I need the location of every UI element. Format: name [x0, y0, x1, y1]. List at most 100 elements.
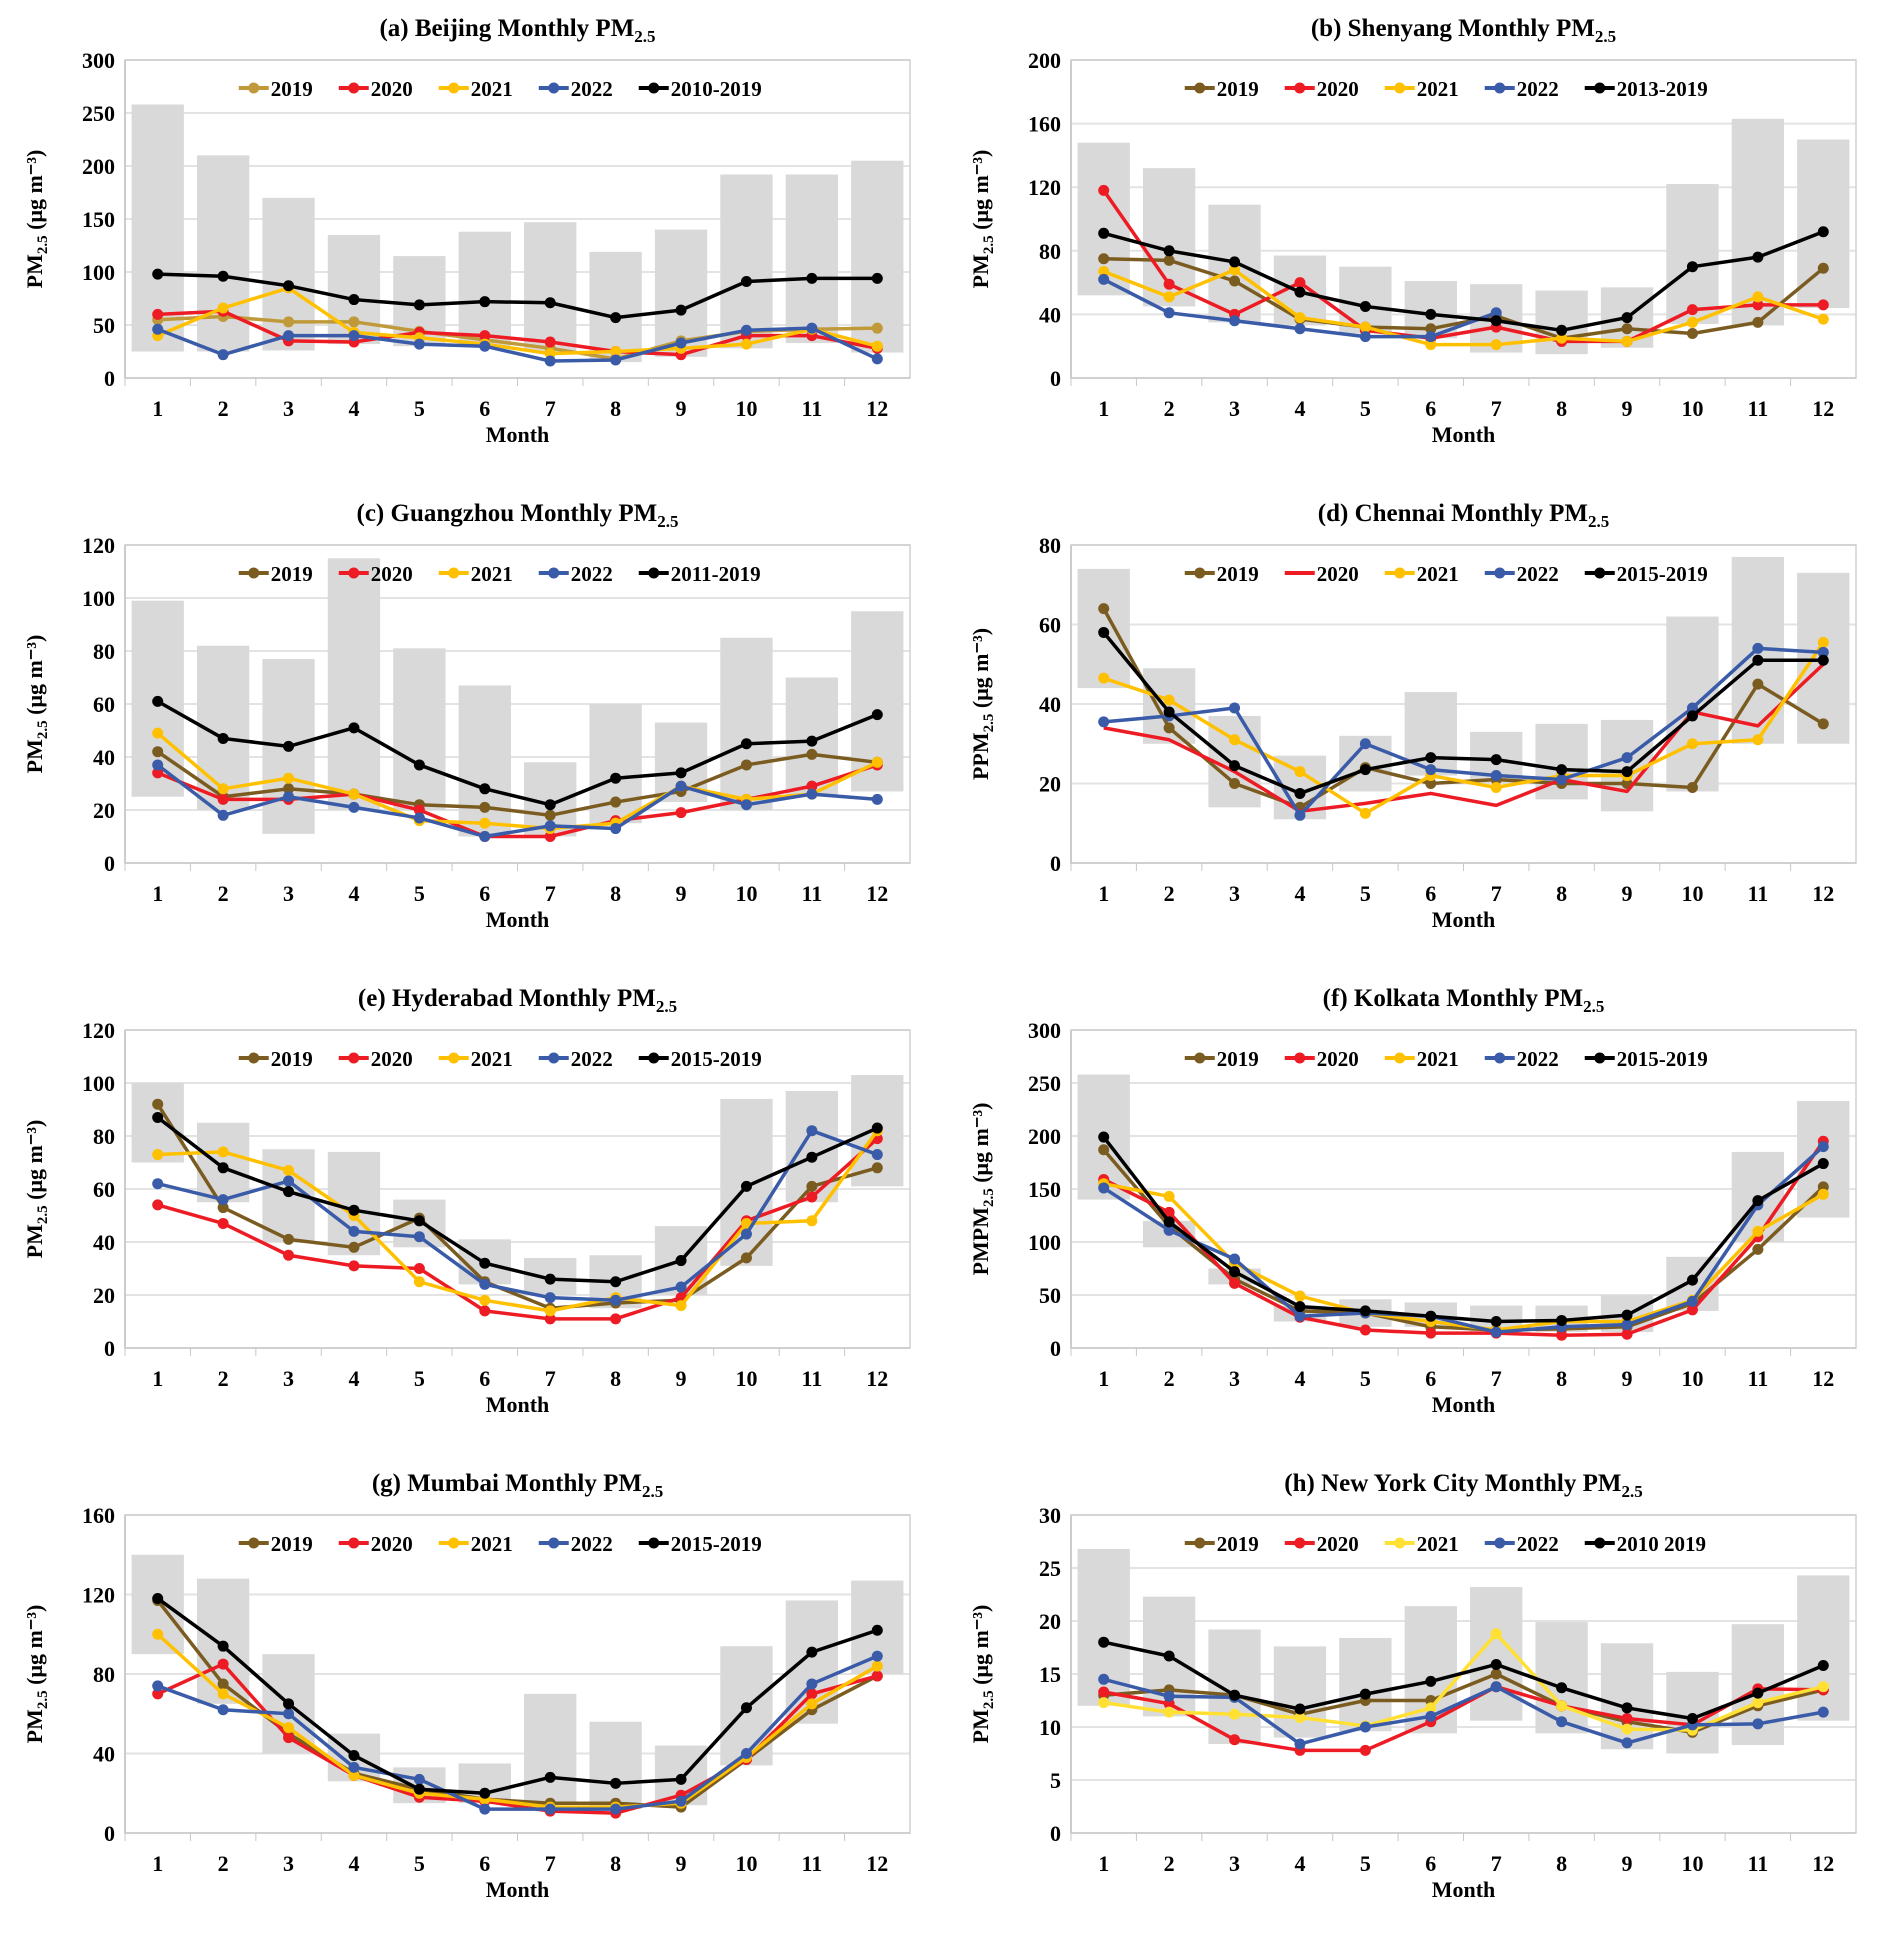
data-point — [152, 767, 164, 779]
range-bar — [851, 160, 904, 353]
series-line — [1102, 631, 1824, 796]
chart-title: (e) Hyderabad Monthly PM2.5 — [358, 985, 677, 1016]
legend-marker — [348, 1537, 360, 1549]
legend-marker — [548, 567, 560, 579]
legend-label: 2015-2019 — [671, 1532, 762, 1556]
legend-item: 2019 — [238, 1532, 313, 1556]
legend-item: 2019 — [1184, 77, 1259, 101]
data-point — [740, 1217, 752, 1229]
y-tick-label: 40 — [1039, 692, 1061, 717]
data-point — [544, 820, 556, 832]
range-bar — [524, 1693, 577, 1804]
data-point — [1817, 1706, 1829, 1718]
legend-item: 2022 — [538, 77, 613, 101]
legend-item: 2019 — [238, 1047, 313, 1071]
chart-title-subscript: 2.5 — [642, 1482, 663, 1501]
y-tick-label: 80 — [93, 639, 115, 664]
data-point — [217, 732, 229, 744]
legend-item: 2010 2019 — [1584, 1532, 1706, 1556]
x-tick-label: 8 — [610, 1851, 621, 1876]
x-tick-label: 5 — [414, 396, 425, 421]
legend-label: 2020 — [1317, 1532, 1359, 1556]
data-point — [1425, 752, 1437, 764]
y-tick-label: 100 — [1028, 1230, 1061, 1255]
data-point — [1163, 1216, 1175, 1228]
data-point — [1098, 227, 1110, 239]
data-point — [348, 722, 360, 734]
y-tick-label: 0 — [104, 1336, 115, 1361]
x-tick-label: 7 — [1491, 1851, 1502, 1876]
x-tick-label: 12 — [866, 881, 888, 906]
legend: 2019 2020 2021 2022 2011-2019 — [238, 562, 761, 586]
y-tick-label: 100 — [82, 260, 115, 285]
range-bar — [262, 197, 315, 351]
data-point — [675, 304, 687, 316]
data-point — [1817, 226, 1829, 238]
data-point — [1621, 1737, 1633, 1749]
legend-item: 2015-2019 — [638, 1532, 762, 1556]
y-tick-label: 60 — [1039, 613, 1061, 638]
data-point — [152, 308, 164, 320]
data-point — [1556, 1682, 1568, 1694]
legend-item: 2021 — [438, 562, 513, 586]
data-point — [806, 1215, 818, 1227]
data-point — [1359, 300, 1371, 312]
data-point — [283, 1708, 295, 1720]
x-tick-label: 6 — [1425, 396, 1436, 421]
y-axis-label: PM2.5 (μg m⁻³) — [22, 635, 51, 774]
data-point — [479, 1305, 491, 1317]
range-bar — [1535, 1622, 1588, 1734]
data-point — [217, 1146, 229, 1158]
x-tick-label: 6 — [479, 1851, 490, 1876]
series-line — [1103, 646, 1824, 818]
data-point — [1359, 1744, 1371, 1756]
legend-item: 2020 — [1284, 77, 1359, 101]
x-tick-label: 8 — [610, 881, 621, 906]
data-point — [413, 1276, 425, 1288]
chart-panel-h: (h) New York City Monthly PM2.5051015202… — [968, 1470, 1857, 1902]
data-point — [610, 1803, 622, 1815]
data-point — [675, 807, 687, 819]
data-point — [1359, 1324, 1371, 1336]
data-point — [1098, 1636, 1110, 1648]
data-point — [479, 801, 491, 813]
series-2022 — [1098, 273, 1502, 343]
data-point — [1686, 1713, 1698, 1725]
legend-marker — [648, 567, 660, 579]
legend-label: 2015-2019 — [1617, 1047, 1708, 1071]
data-point — [1098, 716, 1110, 728]
y-tick-label: 40 — [93, 1742, 115, 1767]
chart-title: (h) New York City Monthly PM2.5 — [1284, 1470, 1642, 1501]
legend-label: 2019 — [1217, 77, 1259, 101]
y-tick-label: 40 — [93, 745, 115, 770]
legend-marker — [1194, 1537, 1206, 1549]
legend-item: 2019 — [238, 562, 313, 586]
chart-title: (a) Beijing Monthly PM2.5 — [379, 15, 655, 46]
data-point — [1294, 312, 1306, 324]
chart-title-text: (f) Kolkata Monthly PM — [1323, 985, 1583, 1012]
data-point — [740, 1748, 752, 1759]
data-point — [152, 759, 164, 771]
data-point — [348, 801, 360, 813]
legend-marker — [1294, 1537, 1306, 1549]
x-tick-label: 10 — [1681, 1851, 1703, 1876]
x-tick-label: 9 — [676, 396, 687, 421]
data-point — [479, 296, 491, 308]
legend-label: 2020 — [371, 1047, 413, 1071]
legend-marker — [1194, 1052, 1206, 1064]
data-point — [1752, 291, 1764, 303]
x-tick-label: 5 — [1360, 881, 1371, 906]
series-2022 — [1098, 642, 1829, 821]
chart-title-text: (e) Hyderabad Monthly PM — [358, 985, 656, 1012]
legend-label: 2021 — [471, 1047, 513, 1071]
legend: 2019 2020 2021 2022 2015-2019 — [1184, 562, 1708, 586]
data-point — [740, 338, 752, 350]
y-axis-label-subscript: 2.5 — [35, 235, 51, 254]
range-bar — [1339, 1637, 1392, 1732]
data-point — [1163, 1706, 1175, 1718]
legend-marker — [1494, 567, 1506, 579]
data-point — [806, 322, 818, 334]
legend-marker — [1394, 1052, 1406, 1064]
legend-item: 2011-2019 — [638, 562, 761, 586]
